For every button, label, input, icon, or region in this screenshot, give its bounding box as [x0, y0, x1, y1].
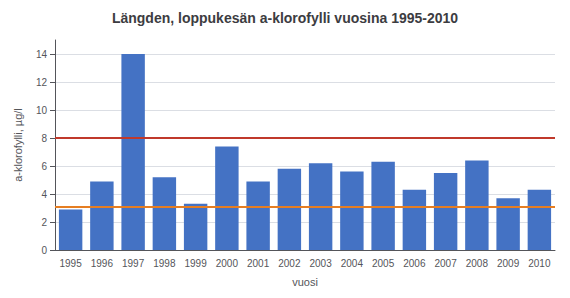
svg-text:6: 6	[41, 161, 47, 172]
svg-text:8: 8	[41, 133, 47, 144]
svg-text:vuosi: vuosi	[292, 276, 318, 288]
svg-text:1995: 1995	[60, 258, 83, 269]
svg-text:Längden, loppukesän a-klorofyl: Längden, loppukesän a-klorofylli vuosina…	[112, 10, 458, 26]
svg-text:1999: 1999	[185, 258, 208, 269]
svg-text:2006: 2006	[403, 258, 426, 269]
svg-text:2004: 2004	[341, 258, 364, 269]
svg-text:2009: 2009	[497, 258, 520, 269]
svg-text:12: 12	[36, 77, 48, 88]
svg-text:2002: 2002	[278, 258, 301, 269]
svg-text:2010: 2010	[528, 258, 551, 269]
svg-text:2008: 2008	[466, 258, 489, 269]
svg-text:2005: 2005	[372, 258, 395, 269]
svg-text:2003: 2003	[310, 258, 333, 269]
svg-text:1998: 1998	[153, 258, 176, 269]
svg-text:1997: 1997	[122, 258, 145, 269]
svg-text:10: 10	[36, 105, 48, 116]
svg-text:1996: 1996	[91, 258, 114, 269]
svg-text:2001: 2001	[247, 258, 270, 269]
svg-text:0: 0	[41, 245, 47, 256]
svg-text:2007: 2007	[435, 258, 458, 269]
svg-text:4: 4	[41, 189, 47, 200]
svg-text:14: 14	[36, 49, 48, 60]
svg-text:2000: 2000	[216, 258, 239, 269]
svg-text:2: 2	[41, 217, 47, 228]
svg-text:a-klorofylli, µg/l: a-klorofylli, µg/l	[12, 108, 24, 182]
